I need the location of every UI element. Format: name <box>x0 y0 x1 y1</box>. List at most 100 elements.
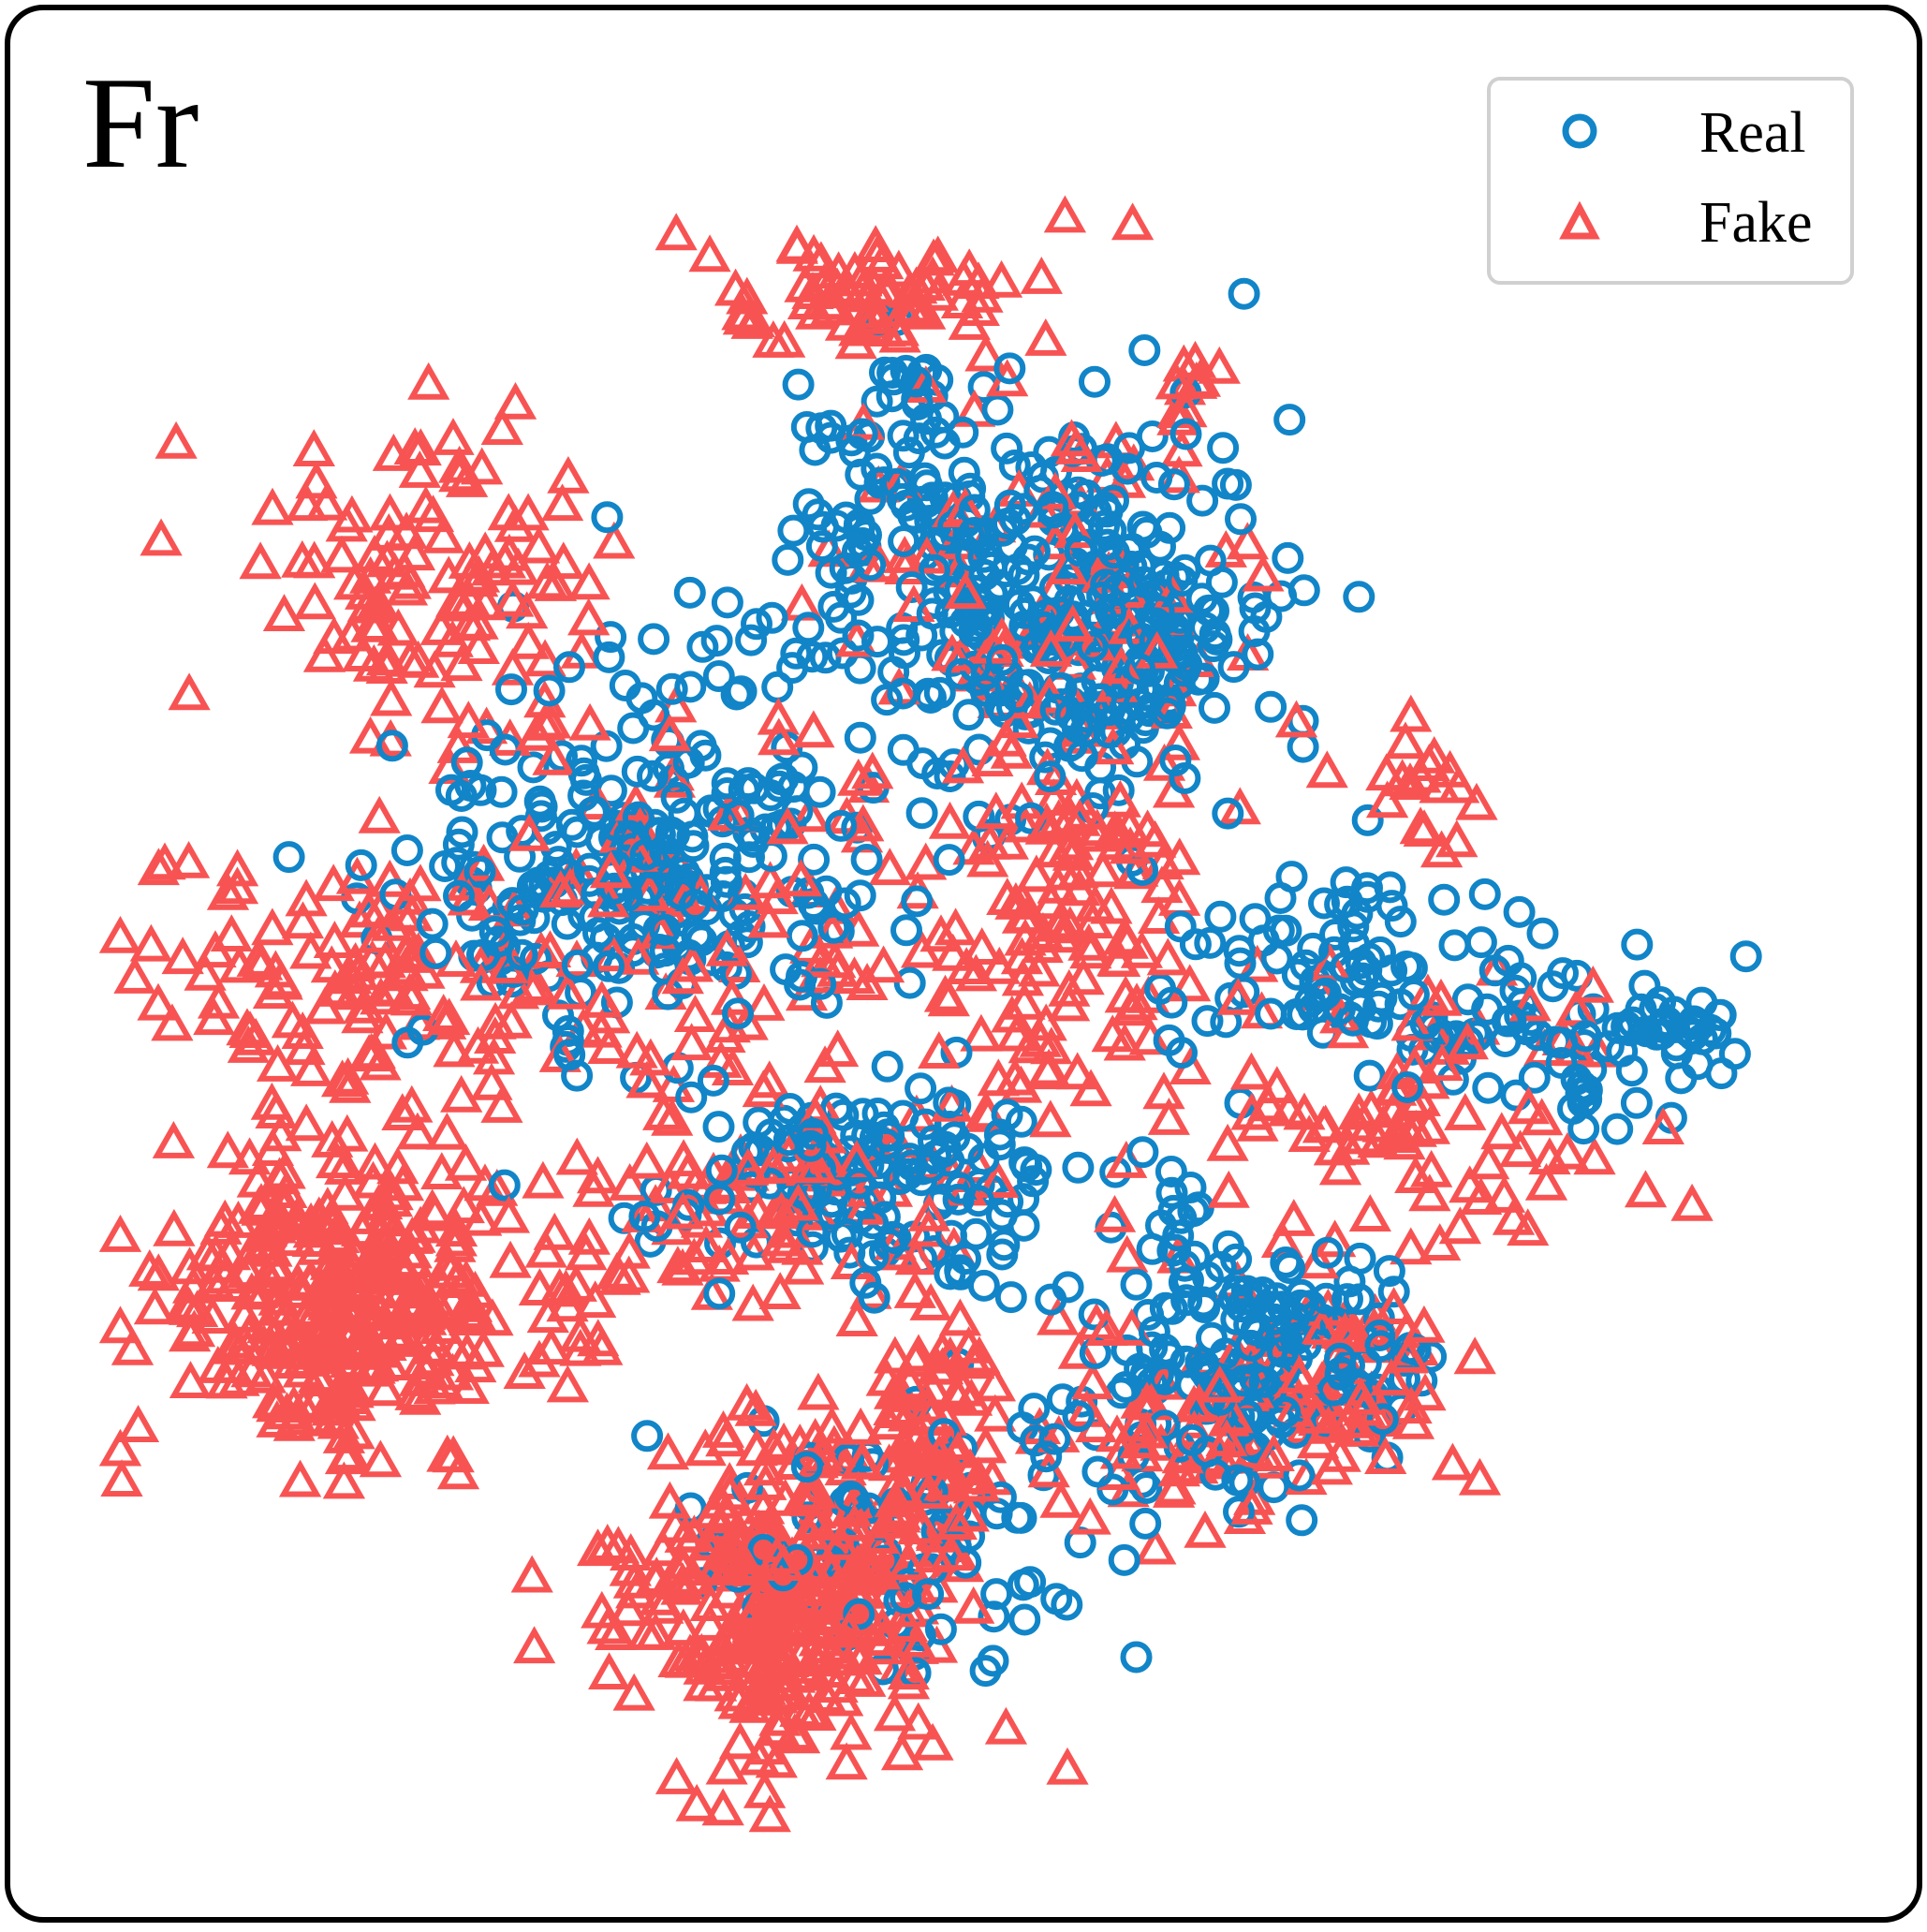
fake-point <box>995 1013 1038 1052</box>
real-point <box>1014 1566 1047 1599</box>
fake-point <box>877 249 920 288</box>
real-point <box>1030 1440 1063 1473</box>
fake-point <box>625 1060 669 1099</box>
real-point <box>903 422 935 455</box>
real-point <box>551 907 583 940</box>
real-point <box>1010 1150 1043 1183</box>
fake-point <box>463 583 507 621</box>
real-point <box>733 841 765 874</box>
fake-point <box>1126 975 1170 1013</box>
fake-point <box>320 535 363 573</box>
real-point <box>1126 1136 1159 1169</box>
fake-point <box>116 1405 160 1442</box>
real-point <box>985 1199 1018 1231</box>
fake-point <box>757 697 800 735</box>
fake-point <box>1364 1437 1407 1474</box>
fake-point <box>721 292 764 331</box>
fake-point <box>1453 1336 1496 1375</box>
fake-point <box>688 234 731 273</box>
fake-point <box>322 1367 366 1406</box>
fake-point <box>356 1344 400 1382</box>
fake-point <box>128 1249 171 1287</box>
fake-point <box>210 914 253 951</box>
fake-point <box>774 1603 817 1642</box>
fake-point <box>984 1706 1028 1745</box>
real-point <box>916 597 949 630</box>
real-point <box>649 833 682 866</box>
fake-point <box>383 550 426 588</box>
real-point <box>893 1143 926 1175</box>
real-point <box>890 1582 922 1615</box>
fake-point <box>110 1327 154 1365</box>
real-point <box>1053 730 1085 762</box>
fake-point <box>888 1362 932 1400</box>
real-point <box>1503 895 1536 928</box>
fake-point <box>1001 879 1044 918</box>
real-point <box>900 365 933 398</box>
fake-point <box>215 866 259 905</box>
real-point <box>1255 690 1287 723</box>
real-point <box>679 889 712 922</box>
real-point <box>454 770 487 802</box>
real-point <box>1138 1316 1170 1348</box>
fake-point <box>767 1134 811 1172</box>
real-point <box>1166 1037 1198 1069</box>
real-point <box>967 1143 1000 1175</box>
fake-point <box>1155 361 1198 400</box>
fake-point <box>874 1488 917 1526</box>
fake-point <box>549 867 592 906</box>
fake-point <box>766 806 809 845</box>
real-point <box>1308 887 1340 920</box>
fake-point <box>923 974 967 1012</box>
fake-point <box>1000 781 1043 819</box>
fake-point <box>367 513 410 551</box>
real-point <box>391 1026 424 1059</box>
fake-point <box>399 863 442 902</box>
real-point <box>506 938 538 971</box>
fake-point <box>436 1452 480 1490</box>
real-point <box>1223 1496 1255 1528</box>
fake-point <box>587 1026 630 1064</box>
real-point <box>1054 699 1087 731</box>
fake-point <box>1390 1003 1434 1041</box>
fake-point <box>440 1074 483 1113</box>
fake-point <box>354 1241 397 1279</box>
fake-point <box>365 638 409 676</box>
real-point <box>741 608 772 641</box>
real-point <box>1364 936 1396 968</box>
fake-point <box>448 541 492 579</box>
fake-point <box>895 1094 938 1132</box>
real-point <box>1217 651 1250 684</box>
real-point <box>1239 1363 1272 1395</box>
real-point <box>918 1125 949 1157</box>
fake-point <box>841 1440 884 1479</box>
fake-point <box>882 289 926 327</box>
real-point <box>1364 1330 1397 1363</box>
fake-point <box>326 1113 369 1152</box>
fake-point <box>523 639 566 677</box>
fake-point <box>419 1306 462 1344</box>
real-point <box>1601 1113 1634 1145</box>
fake-point <box>779 859 823 897</box>
fake-point <box>1229 1052 1273 1090</box>
fake-point <box>1458 1457 1502 1496</box>
fake-point <box>1106 1234 1149 1273</box>
real-point <box>1108 1543 1140 1576</box>
real-point <box>893 966 926 999</box>
real-point <box>621 755 654 788</box>
fake-point <box>918 1031 961 1069</box>
fake-point <box>1420 978 1463 1016</box>
fake-point <box>428 997 471 1036</box>
fake-point <box>361 1302 405 1340</box>
real-point <box>1038 1423 1071 1455</box>
real-point <box>816 1198 848 1231</box>
fake-point <box>185 1232 229 1271</box>
fake-point <box>726 1002 769 1040</box>
fake-point <box>895 266 938 304</box>
fake-point <box>1492 1197 1536 1235</box>
real-point <box>1154 690 1186 723</box>
fake-point <box>893 1271 936 1308</box>
real-point <box>598 872 631 905</box>
fake-point <box>1216 978 1259 1015</box>
fake-point <box>168 841 211 878</box>
